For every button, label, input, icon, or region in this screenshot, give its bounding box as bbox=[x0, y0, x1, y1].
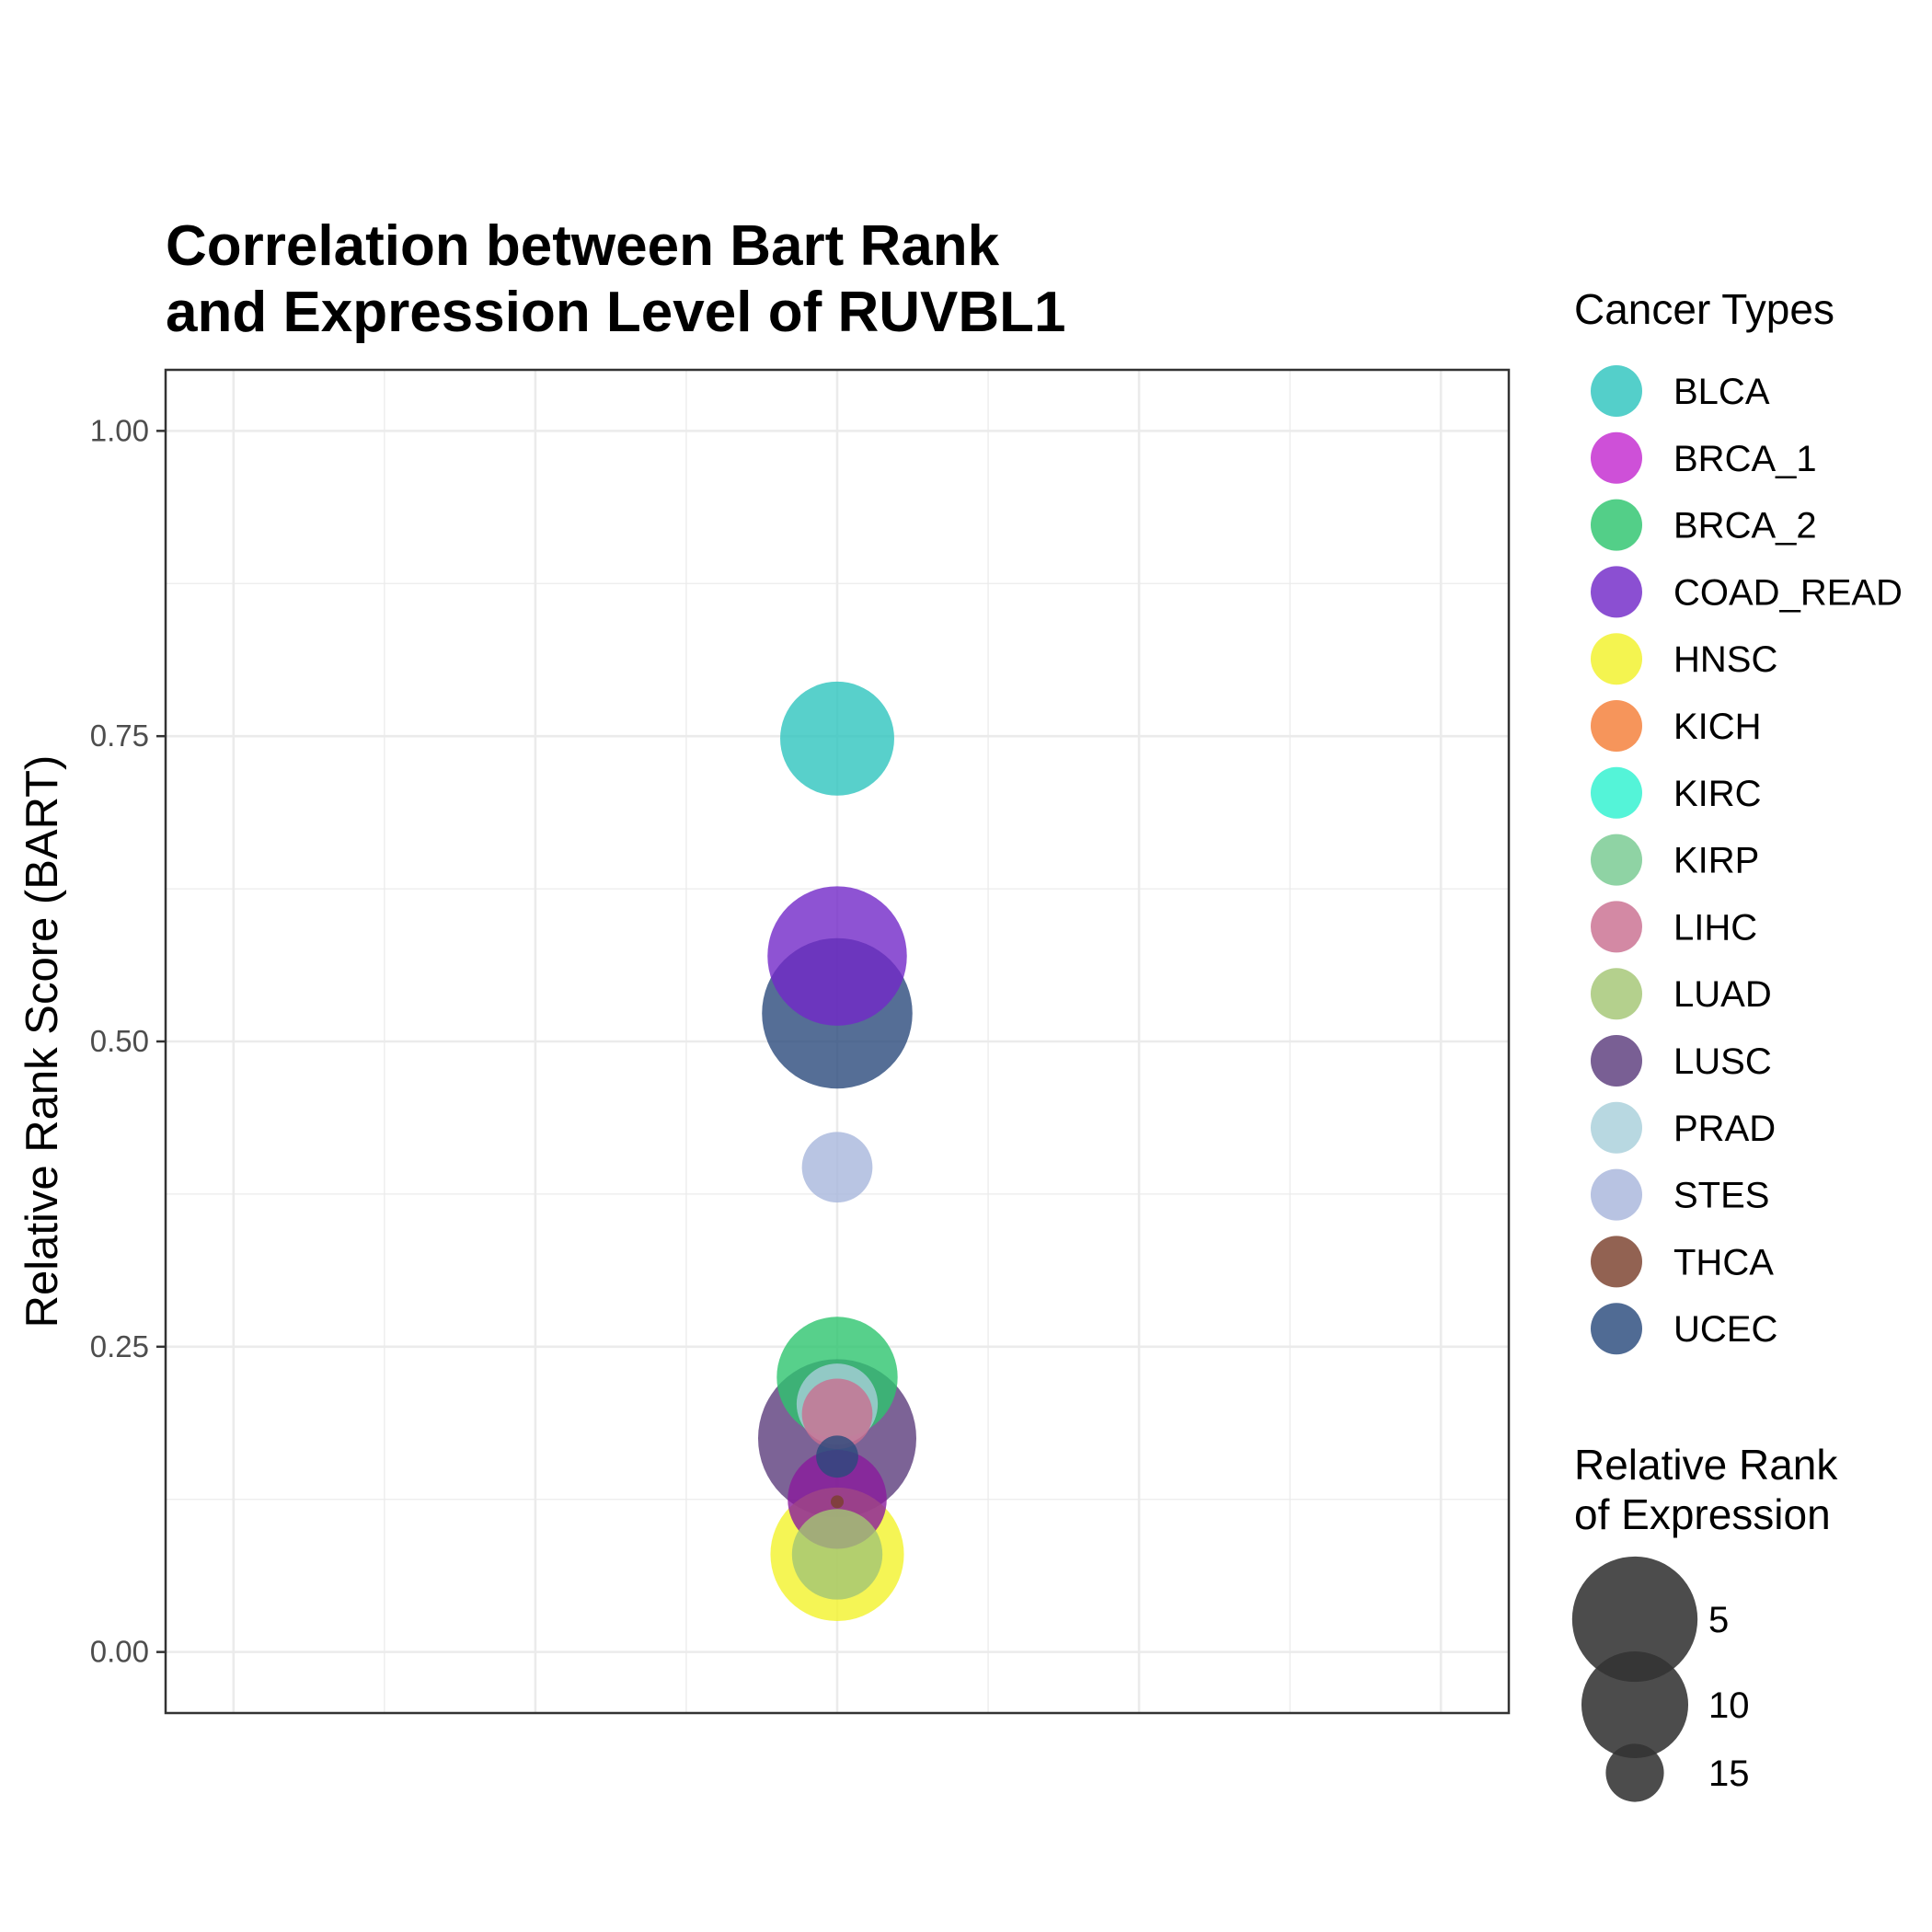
legend-label-brca-2: BRCA_2 bbox=[1673, 506, 1817, 546]
y-tick-label: 0.75 bbox=[90, 719, 149, 753]
legend-key-kirc bbox=[1591, 766, 1642, 819]
legend-key-brca-2 bbox=[1591, 499, 1642, 551]
data-points bbox=[758, 681, 916, 1622]
legend-label-kich: KICH bbox=[1673, 707, 1762, 747]
color-legend-title: Cancer Types bbox=[1574, 285, 1834, 333]
legend-key-prad bbox=[1591, 1101, 1642, 1154]
legend-label-brca-1: BRCA_1 bbox=[1673, 439, 1817, 479]
legend-label-kirp: KIRP bbox=[1673, 841, 1759, 881]
legend-key-hnsc bbox=[1591, 633, 1642, 685]
size-legend-title-line-1: Relative Rank bbox=[1574, 1441, 1838, 1489]
size-key-5 bbox=[1571, 1556, 1698, 1683]
point-thca bbox=[831, 1495, 844, 1509]
y-tick-label: 0.25 bbox=[90, 1329, 149, 1363]
y-axis: 0.00 0.25 0.50 0.75 1.00 bbox=[90, 413, 166, 1669]
legend-label-blca: BLCA bbox=[1673, 372, 1770, 412]
legend-label-coad-read: COAD_READ bbox=[1673, 572, 1903, 613]
legend-label-hnsc: HNSC bbox=[1673, 639, 1777, 680]
color-legend: BLCA BRCA_1 BRCA_2 COAD_READ HNSC KICH KIRC KIR… bbox=[1591, 365, 1903, 1355]
legend-label-kirc: KIRC bbox=[1673, 774, 1762, 814]
legend-label-ucec: UCEC bbox=[1673, 1309, 1777, 1350]
legend-label-lihc: LIHC bbox=[1673, 907, 1757, 948]
legend-key-brca-1 bbox=[1591, 431, 1642, 484]
legend-label-prad: PRAD bbox=[1673, 1109, 1776, 1149]
size-label-15: 15 bbox=[1708, 1754, 1750, 1794]
legend-key-thca bbox=[1591, 1236, 1642, 1288]
legend-label-luad: LUAD bbox=[1673, 974, 1772, 1015]
legend-key-lusc bbox=[1591, 1035, 1642, 1087]
size-legend: 5 10 15 bbox=[1571, 1556, 1750, 1802]
legend-key-ucec bbox=[1591, 1303, 1642, 1355]
point-luad bbox=[791, 1509, 883, 1600]
legend-key-coad-read bbox=[1591, 566, 1642, 618]
point-lihc bbox=[801, 1378, 873, 1450]
chart-title-line-1: Correlation between Bart Rank bbox=[166, 214, 1000, 278]
legend-key-stes bbox=[1591, 1168, 1642, 1221]
size-legend-title-line-2: of Expression bbox=[1574, 1490, 1831, 1538]
y-tick-label: 0.00 bbox=[90, 1635, 149, 1669]
point-ucec bbox=[816, 1435, 858, 1478]
y-tick-label: 0.50 bbox=[90, 1024, 149, 1058]
point-stes bbox=[801, 1132, 873, 1203]
legend-key-lihc bbox=[1591, 901, 1642, 953]
legend-key-kirp bbox=[1591, 834, 1642, 886]
size-label-10: 10 bbox=[1708, 1685, 1750, 1726]
y-axis-label: Relative Rank Score (BART) bbox=[17, 755, 67, 1328]
point-blca bbox=[780, 681, 894, 796]
point-coad-read bbox=[767, 886, 907, 1026]
legend-label-thca: THCA bbox=[1673, 1242, 1774, 1282]
y-tick-label: 1.00 bbox=[90, 413, 149, 447]
size-label-5: 5 bbox=[1708, 1600, 1729, 1640]
legend-key-kich bbox=[1591, 700, 1642, 752]
legend-key-luad bbox=[1591, 968, 1642, 1020]
legend-key-blca bbox=[1591, 365, 1642, 417]
chart-title-line-2: and Expression Level of RUVBL1 bbox=[166, 281, 1065, 344]
legend-label-stes: STES bbox=[1673, 1176, 1769, 1216]
size-key-10 bbox=[1581, 1650, 1689, 1759]
size-key-15 bbox=[1605, 1743, 1664, 1802]
legend-label-lusc: LUSC bbox=[1673, 1041, 1772, 1082]
